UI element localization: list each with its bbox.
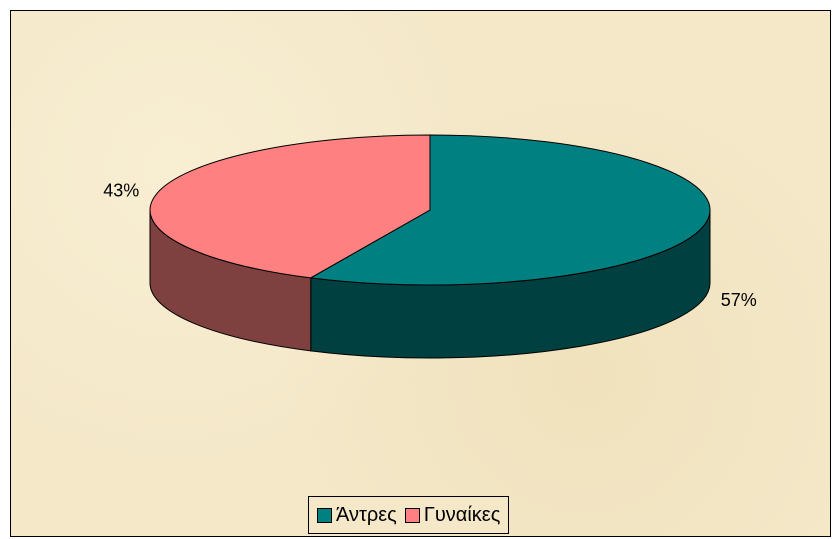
legend-item: Γυναίκες <box>404 503 501 527</box>
legend-item: Άντρες <box>317 504 397 527</box>
legend-swatch <box>404 507 420 523</box>
slice <box>309 134 711 286</box>
data-label: 43% <box>103 180 139 200</box>
legend-label: Άντρες <box>336 503 397 526</box>
legend-swatch <box>317 507 332 523</box>
legend: Άντρες Γυναίκες <box>308 496 510 534</box>
data-label: 57% <box>721 290 757 310</box>
legend-label: Γυναίκες <box>423 503 501 526</box>
slice <box>149 134 431 279</box>
